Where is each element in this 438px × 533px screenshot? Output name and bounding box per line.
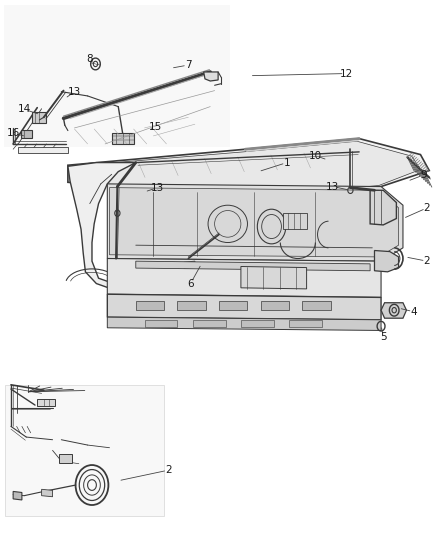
Text: 15: 15 bbox=[149, 122, 162, 132]
Polygon shape bbox=[177, 301, 206, 310]
Text: 1: 1 bbox=[283, 158, 290, 167]
Polygon shape bbox=[184, 261, 195, 268]
Polygon shape bbox=[107, 317, 381, 330]
Polygon shape bbox=[204, 72, 218, 81]
Polygon shape bbox=[374, 251, 399, 272]
Polygon shape bbox=[241, 266, 307, 289]
Text: 4: 4 bbox=[410, 307, 417, 317]
Text: 16: 16 bbox=[7, 128, 20, 138]
Text: 2: 2 bbox=[165, 465, 172, 475]
Text: 14: 14 bbox=[18, 104, 31, 114]
Polygon shape bbox=[21, 130, 32, 138]
Polygon shape bbox=[261, 301, 289, 310]
Text: 2: 2 bbox=[424, 203, 431, 213]
Polygon shape bbox=[302, 301, 331, 310]
Text: 7: 7 bbox=[185, 60, 192, 70]
Polygon shape bbox=[18, 147, 68, 153]
Text: 12: 12 bbox=[339, 69, 353, 78]
Text: 13: 13 bbox=[151, 183, 164, 192]
Text: 2: 2 bbox=[424, 256, 431, 266]
Polygon shape bbox=[5, 385, 164, 516]
Polygon shape bbox=[70, 141, 420, 196]
Text: 10: 10 bbox=[309, 151, 322, 160]
Polygon shape bbox=[107, 259, 381, 297]
Polygon shape bbox=[68, 163, 136, 292]
Polygon shape bbox=[13, 491, 22, 500]
Polygon shape bbox=[193, 320, 226, 327]
Polygon shape bbox=[4, 5, 230, 147]
Polygon shape bbox=[110, 188, 399, 257]
Polygon shape bbox=[37, 399, 55, 406]
Polygon shape bbox=[68, 139, 429, 197]
Polygon shape bbox=[112, 133, 134, 144]
Polygon shape bbox=[241, 320, 274, 327]
Polygon shape bbox=[289, 320, 322, 327]
Text: 13: 13 bbox=[326, 182, 339, 191]
Text: 8: 8 bbox=[86, 54, 93, 63]
Text: 5: 5 bbox=[380, 332, 387, 342]
Polygon shape bbox=[32, 112, 46, 123]
Polygon shape bbox=[381, 303, 406, 318]
Polygon shape bbox=[145, 320, 177, 327]
Polygon shape bbox=[59, 454, 72, 463]
Polygon shape bbox=[107, 294, 381, 320]
Polygon shape bbox=[136, 301, 164, 310]
Text: 6: 6 bbox=[187, 279, 194, 288]
Text: 13: 13 bbox=[68, 87, 81, 96]
Polygon shape bbox=[136, 261, 370, 271]
Polygon shape bbox=[370, 190, 396, 225]
Polygon shape bbox=[107, 184, 403, 261]
Polygon shape bbox=[219, 301, 247, 310]
Text: 9: 9 bbox=[420, 170, 427, 180]
Polygon shape bbox=[283, 213, 307, 229]
Polygon shape bbox=[42, 489, 53, 497]
